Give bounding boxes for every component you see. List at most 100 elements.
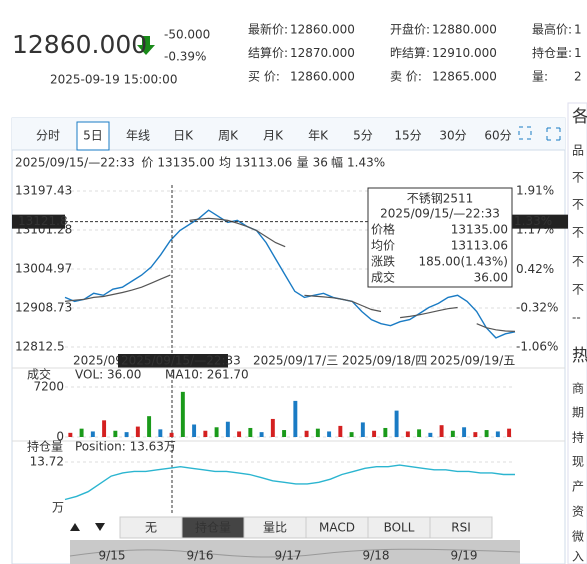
pos-line bbox=[64, 464, 515, 501]
vol-bar bbox=[394, 410, 399, 437]
vol-bar bbox=[248, 427, 253, 437]
vol-tick-label: 7200 bbox=[33, 380, 64, 394]
sidebar-item: 资 bbox=[572, 505, 584, 519]
tooltip-title: 不锈钢2511 bbox=[407, 192, 474, 206]
tab[interactable]: 年K bbox=[308, 129, 329, 143]
tab[interactable]: 月K bbox=[263, 129, 284, 143]
ind-tab[interactable]: RSI bbox=[451, 521, 471, 535]
vol-bar bbox=[428, 432, 433, 437]
ind-tab[interactable]: MACD bbox=[319, 521, 355, 535]
y2-tick-label: -0.32% bbox=[516, 301, 558, 315]
vol-bar bbox=[225, 421, 230, 437]
vol-bar bbox=[237, 431, 242, 437]
field-label: 卖 价: bbox=[390, 70, 422, 84]
y-tick-label: 12812.5 bbox=[15, 340, 65, 354]
info-item: 2025/09/15/—22:33 bbox=[15, 156, 135, 170]
tooltip-time: 2025/09/15/—22:33 bbox=[380, 207, 500, 221]
sidebar-item: 不 bbox=[572, 255, 584, 269]
series-line bbox=[400, 306, 458, 319]
field-label: 开盘价: bbox=[390, 22, 430, 37]
sidebar-item: 产 bbox=[572, 480, 584, 494]
tab[interactable]: 周K bbox=[218, 129, 239, 143]
series-line bbox=[189, 217, 286, 248]
sidebar-item: 不 bbox=[572, 283, 584, 297]
vol-bar bbox=[405, 431, 410, 437]
pos-unit: 万 bbox=[52, 501, 64, 515]
slider-date: 9/18 bbox=[363, 549, 390, 563]
info-item: 均 bbox=[219, 156, 231, 170]
vol-bar bbox=[450, 430, 455, 437]
vol-bar bbox=[372, 430, 377, 437]
expand-icon[interactable] bbox=[546, 127, 561, 141]
field-label: 昨结算: bbox=[390, 45, 430, 60]
change: -50.000 bbox=[164, 28, 210, 42]
series-line bbox=[64, 209, 516, 339]
vol-bar bbox=[495, 431, 500, 437]
sidebar bbox=[567, 102, 587, 564]
ind-tab[interactable]: 量比 bbox=[263, 521, 287, 535]
field-label: 量: bbox=[532, 70, 548, 84]
pos-tick-label: 13.72 bbox=[30, 455, 64, 469]
vol-bar bbox=[484, 430, 489, 437]
tab[interactable]: 30分 bbox=[439, 129, 466, 143]
nav-up[interactable] bbox=[70, 523, 80, 531]
tab[interactable]: 5分 bbox=[353, 129, 373, 143]
vol-bar bbox=[68, 432, 73, 437]
slider-date: 9/16 bbox=[187, 549, 214, 563]
x-tick-label: 2025/09/18/四 bbox=[342, 354, 427, 368]
vol-bar bbox=[462, 427, 467, 437]
tooltip bbox=[367, 187, 513, 288]
tab[interactable]: 5日 bbox=[83, 129, 103, 143]
vol-bar bbox=[304, 430, 309, 437]
slider-date: 9/17 bbox=[275, 549, 302, 563]
slider[interactable] bbox=[70, 540, 520, 564]
ind-tab-bg[interactable] bbox=[429, 516, 493, 539]
vol-bar bbox=[135, 426, 140, 437]
field-value: 1 bbox=[574, 23, 582, 37]
tooltip-label: 均价 bbox=[371, 239, 395, 253]
tab[interactable]: 日K bbox=[173, 129, 194, 143]
info-item: 幅 bbox=[331, 155, 343, 170]
vol-bar bbox=[192, 424, 197, 437]
fullscreen-icon[interactable] bbox=[518, 126, 532, 140]
y2-tick-label: 1.91% bbox=[516, 184, 554, 198]
field-label: 最新价: bbox=[248, 22, 288, 37]
change-pct: -0.39% bbox=[164, 50, 206, 64]
tab[interactable]: 分时 bbox=[36, 129, 60, 143]
sidebar-item: 入 bbox=[572, 550, 584, 564]
nav-down[interactable] bbox=[95, 523, 105, 531]
info-item: 36 bbox=[313, 156, 328, 170]
x-tick-label: 2025/09 bbox=[73, 354, 123, 368]
tab[interactable]: 60分 bbox=[484, 129, 511, 143]
sidebar-item: 不 bbox=[572, 198, 584, 212]
vol-bar bbox=[158, 429, 163, 437]
field-label: 持仓量: bbox=[532, 45, 572, 60]
tooltip-value: 13135.00 bbox=[451, 223, 508, 237]
info-item: 13135.00 bbox=[157, 156, 214, 170]
sidebar-item: 期 bbox=[572, 406, 584, 420]
field-value: 12910.000 bbox=[432, 46, 497, 60]
sidebar-item: 现 bbox=[572, 455, 584, 469]
chart-frame bbox=[11, 117, 566, 564]
price: 12860.000 bbox=[12, 30, 147, 59]
vol-bar bbox=[180, 391, 185, 437]
vol-tick-label: 0 bbox=[56, 430, 64, 444]
sidebar-item: 不 bbox=[572, 171, 584, 185]
crosshair-y-label: 13121.8 bbox=[18, 214, 68, 228]
vol-title: 成交 bbox=[27, 367, 51, 382]
ind-tab[interactable]: 无 bbox=[145, 521, 157, 535]
tab-active bbox=[76, 121, 110, 151]
vol-bar bbox=[147, 416, 152, 437]
vol-bar bbox=[293, 400, 298, 437]
sidebar-item: 不 bbox=[572, 226, 584, 240]
info-item: 13113.06 bbox=[235, 156, 292, 170]
vol-bar bbox=[124, 432, 129, 437]
tab[interactable]: 年线 bbox=[126, 129, 150, 143]
tab[interactable]: 15分 bbox=[394, 129, 421, 143]
field-value: 12880.000 bbox=[432, 23, 497, 37]
tooltip-value: 185.00(1.43%) bbox=[419, 255, 508, 269]
ind-tab[interactable]: BOLL bbox=[384, 521, 415, 535]
ind-tab[interactable]: 持仓量 bbox=[195, 520, 231, 535]
vol-bar bbox=[439, 425, 444, 437]
slider-date: 9/19 bbox=[451, 549, 478, 563]
